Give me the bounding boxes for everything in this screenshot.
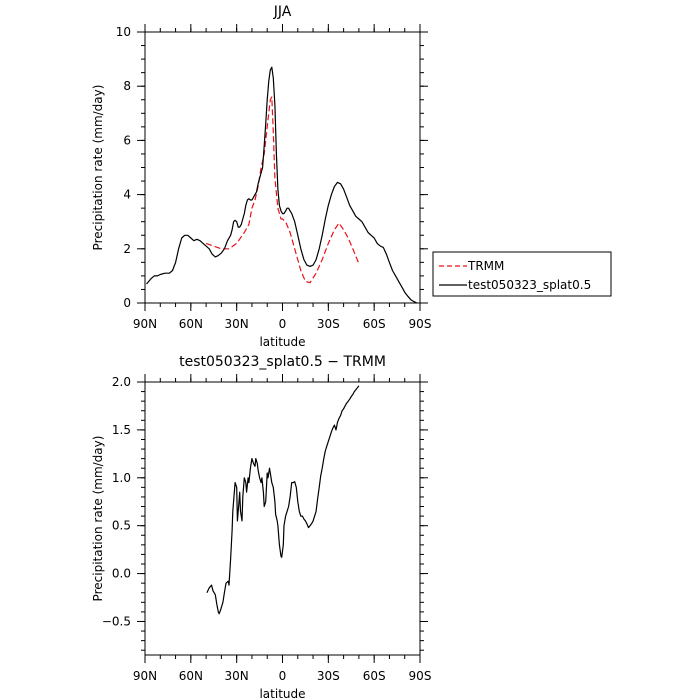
x-axis-label: latitude bbox=[259, 687, 305, 700]
x-tick-label: 30N bbox=[225, 317, 249, 331]
y-tick-label: 2 bbox=[123, 242, 131, 256]
y-tick-label: −0.5 bbox=[102, 614, 131, 628]
x-tick-label: 60N bbox=[179, 317, 203, 331]
series-line-test050323-splat0-5 bbox=[146, 66, 418, 304]
x-axis-label: latitude bbox=[259, 335, 305, 349]
legend-entry: test050323_splat0.5 bbox=[468, 278, 591, 292]
x-tick-label: 90N bbox=[133, 669, 157, 683]
x-tick-label: 60S bbox=[363, 317, 386, 331]
y-tick-label: 0.0 bbox=[112, 567, 131, 581]
x-tick-label: 30N bbox=[225, 669, 249, 683]
x-tick-label: 90S bbox=[409, 669, 432, 683]
y-axis-label: Precipitation rate (mm/day) bbox=[91, 85, 105, 251]
y-tick-label: 2.0 bbox=[112, 375, 131, 389]
x-tick-label: 60N bbox=[179, 669, 203, 683]
y-tick-label: 8 bbox=[123, 79, 131, 93]
x-tick-label: 30S bbox=[317, 317, 340, 331]
legend-box bbox=[432, 251, 612, 297]
y-tick-label: 0.5 bbox=[112, 519, 131, 533]
y-tick-label: 6 bbox=[123, 133, 131, 147]
y-tick-label: 1.0 bbox=[112, 471, 131, 485]
series-line-trmm bbox=[205, 96, 360, 284]
y-tick-label: 4 bbox=[123, 188, 131, 202]
top-panel: JJA 90N 60N 30N 0 30S 60S 90S 0 2 4 6 8 10 latitude Pre… bbox=[91, 4, 612, 349]
legend: TRMM test050323_splat0.5 bbox=[432, 251, 612, 297]
x-tick-label: 90N bbox=[133, 317, 157, 331]
y-tick-label: 1.5 bbox=[112, 423, 131, 437]
plot-frame bbox=[144, 31, 421, 304]
bottom-panel: test050323_splat0.5 − TRMM 90N 60N 30N 0 30S 6… bbox=[91, 354, 431, 700]
x-tick-label: 30S bbox=[317, 669, 340, 683]
chart-title: JJA bbox=[273, 4, 292, 20]
x-tick-label: 90S bbox=[409, 317, 432, 331]
y-axis-label: Precipitation rate (mm/day) bbox=[91, 436, 105, 602]
legend-entry: TRMM bbox=[467, 259, 504, 273]
y-tick-label: 10 bbox=[116, 25, 131, 39]
x-tick-label: 0 bbox=[279, 317, 287, 331]
plot-frame bbox=[144, 381, 421, 656]
x-tick-label: 60S bbox=[363, 669, 386, 683]
x-tick-label: 0 bbox=[279, 669, 287, 683]
series-line-difference bbox=[206, 385, 360, 615]
chart-title: test050323_splat0.5 − TRMM bbox=[179, 354, 386, 370]
y-tick-label: 0 bbox=[123, 296, 131, 310]
